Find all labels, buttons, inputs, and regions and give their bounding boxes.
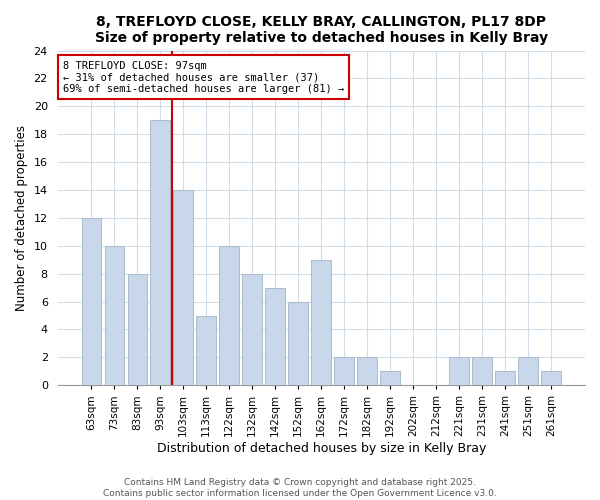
Bar [104,246,124,386]
Bar [128,274,147,386]
Bar [380,372,400,386]
Bar [541,372,561,386]
Bar [196,316,216,386]
X-axis label: Distribution of detached houses by size in Kelly Bray: Distribution of detached houses by size … [157,442,486,455]
Bar [265,288,285,386]
Bar [173,190,193,386]
Bar [82,218,101,386]
Bar [334,358,354,386]
Bar [220,246,239,386]
Text: Contains HM Land Registry data © Crown copyright and database right 2025.
Contai: Contains HM Land Registry data © Crown c… [103,478,497,498]
Bar [472,358,492,386]
Bar [358,358,377,386]
Y-axis label: Number of detached properties: Number of detached properties [15,125,28,311]
Bar [518,358,538,386]
Bar [449,358,469,386]
Title: 8, TREFLOYD CLOSE, KELLY BRAY, CALLINGTON, PL17 8DP
Size of property relative to: 8, TREFLOYD CLOSE, KELLY BRAY, CALLINGTO… [95,15,548,45]
Bar [289,302,308,386]
Bar [242,274,262,386]
Text: 8 TREFLOYD CLOSE: 97sqm
← 31% of detached houses are smaller (37)
69% of semi-de: 8 TREFLOYD CLOSE: 97sqm ← 31% of detache… [63,60,344,94]
Bar [151,120,170,386]
Bar [311,260,331,386]
Bar [496,372,515,386]
